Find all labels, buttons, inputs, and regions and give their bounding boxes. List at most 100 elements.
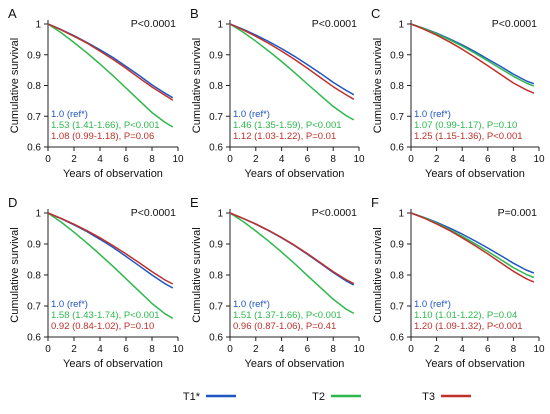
hazard-ratio-annotation: 1.25 (1.15-1.36), P<0.001 — [414, 131, 523, 142]
hazard-ratio-annotation: 1.0 (ref*) — [51, 299, 88, 310]
p-value-label: P<0.0001 — [492, 18, 537, 30]
x-axis-label: Years of observation — [63, 358, 163, 370]
hazard-ratio-annotation: 0.92 (0.84-1.02), P=0.10 — [51, 321, 154, 332]
x-tick-label: 4 — [97, 344, 103, 355]
hazard-ratio-annotation: 1.53 (1.41-1.66), P<0.001 — [51, 120, 160, 131]
x-tick-label: 8 — [330, 344, 336, 355]
x-tick-label: 10 — [353, 154, 365, 165]
x-tick-label: 10 — [172, 344, 184, 355]
y-axis-label: Cumulative survival — [372, 38, 384, 133]
series-line-1 — [47, 23, 174, 99]
y-tick-label: 0.7 — [390, 112, 404, 123]
y-axis-label: Cumulative survival — [191, 38, 203, 133]
series-line-2 — [229, 212, 355, 315]
x-tick-label: 10 — [353, 344, 365, 355]
hazard-ratio-annotation: 1.0 (ref*) — [414, 109, 451, 120]
y-axis-label: Cumulative survival — [9, 227, 21, 322]
x-tick-label: 2 — [71, 344, 77, 355]
series-line-2 — [47, 23, 174, 128]
series-line-2 — [229, 23, 355, 121]
hazard-ratio-annotation: 1.0 (ref*) — [51, 109, 88, 120]
hazard-ratio-annotation: 1.46 (1.35-1.59), P<0.001 — [233, 120, 342, 131]
y-tick-label: 0.6 — [27, 143, 41, 154]
x-tick-label: 4 — [459, 154, 465, 165]
y-tick-label: 0.6 — [390, 143, 404, 154]
x-tick-label: 0 — [227, 154, 233, 165]
x-tick-label: 10 — [533, 344, 545, 355]
series-line-1 — [229, 23, 355, 96]
legend-label: T2 — [312, 391, 325, 403]
x-axis-label: Years of observation — [245, 168, 345, 180]
y-tick-label: 0.6 — [209, 143, 223, 154]
x-tick-label: 8 — [149, 344, 155, 355]
y-tick-label: 0.8 — [209, 81, 223, 92]
x-tick-label: 4 — [97, 154, 103, 165]
series-line-2 — [47, 212, 174, 320]
y-tick-label: 1 — [398, 20, 404, 31]
x-tick-label: 2 — [434, 344, 440, 355]
y-tick-label: 0.9 — [390, 240, 404, 251]
y-tick-label: 0.9 — [27, 50, 41, 61]
panel-letter: E — [190, 195, 199, 210]
panel-letter: B — [190, 6, 199, 21]
x-axis-label: Years of observation — [425, 358, 525, 370]
y-tick-label: 0.7 — [209, 112, 223, 123]
hazard-ratio-annotation: 1.51 (1.37-1.66), P<0.001 — [233, 310, 342, 321]
y-tick-label: 0.8 — [27, 271, 41, 282]
x-tick-label: 10 — [533, 154, 545, 165]
y-axis-label: Cumulative survival — [9, 38, 21, 133]
hazard-ratio-annotation: 1.10 (1.01-1.22), P=0.04 — [414, 310, 517, 321]
y-tick-label: 0.8 — [390, 271, 404, 282]
x-tick-label: 8 — [511, 154, 517, 165]
panel-letter: F — [371, 195, 379, 210]
x-tick-label: 0 — [45, 344, 51, 355]
x-tick-label: 8 — [330, 154, 336, 165]
y-tick-label: 0.9 — [209, 240, 223, 251]
x-tick-label: 2 — [71, 154, 77, 165]
x-tick-label: 8 — [511, 344, 517, 355]
x-tick-label: 6 — [485, 154, 491, 165]
legend: T1* T2 T3 — [183, 391, 471, 403]
y-tick-label: 0.7 — [27, 302, 41, 313]
p-value-label: P<0.0001 — [312, 207, 357, 219]
y-tick-label: 0.9 — [27, 240, 41, 251]
series-line-3 — [229, 23, 355, 100]
y-tick-label: 0.8 — [27, 81, 41, 92]
legend-label: T1* — [183, 391, 201, 403]
y-tick-label: 0.8 — [390, 81, 404, 92]
p-value-label: P<0.0001 — [131, 207, 176, 219]
x-tick-label: 4 — [279, 344, 285, 355]
series-line-3 — [410, 212, 535, 283]
x-axis-label: Years of observation — [425, 168, 525, 180]
series-line-1 — [410, 23, 535, 85]
y-axis-label: Cumulative survival — [191, 227, 203, 322]
y-tick-label: 1 — [217, 209, 223, 220]
x-tick-label: 2 — [253, 344, 259, 355]
panel-letter: C — [371, 6, 380, 21]
hazard-ratio-annotation: 1.07 (0.99-1.17), P=0.10 — [414, 120, 517, 131]
hazard-ratio-annotation: 1.08 (0.99-1.18), P=0.06 — [51, 131, 154, 142]
y-tick-label: 1 — [217, 20, 223, 31]
y-tick-label: 0.9 — [209, 50, 223, 61]
panel-letter: A — [8, 6, 17, 21]
hazard-ratio-annotation: 1.0 (ref*) — [414, 299, 451, 310]
y-tick-label: 0.7 — [27, 112, 41, 123]
x-tick-label: 6 — [123, 154, 129, 165]
hazard-ratio-annotation: 1.0 (ref*) — [233, 299, 270, 310]
p-value-label: P<0.0001 — [131, 18, 176, 30]
y-tick-label: 0.7 — [209, 302, 223, 313]
y-axis-label: Cumulative survival — [372, 227, 384, 322]
p-value-label: P<0.0001 — [312, 18, 357, 30]
x-tick-label: 0 — [408, 344, 414, 355]
series-line-3 — [229, 212, 355, 285]
x-tick-label: 2 — [434, 154, 440, 165]
y-tick-label: 0.8 — [209, 271, 223, 282]
p-value-label: P=0.001 — [498, 207, 538, 219]
y-tick-label: 0.7 — [390, 302, 404, 313]
